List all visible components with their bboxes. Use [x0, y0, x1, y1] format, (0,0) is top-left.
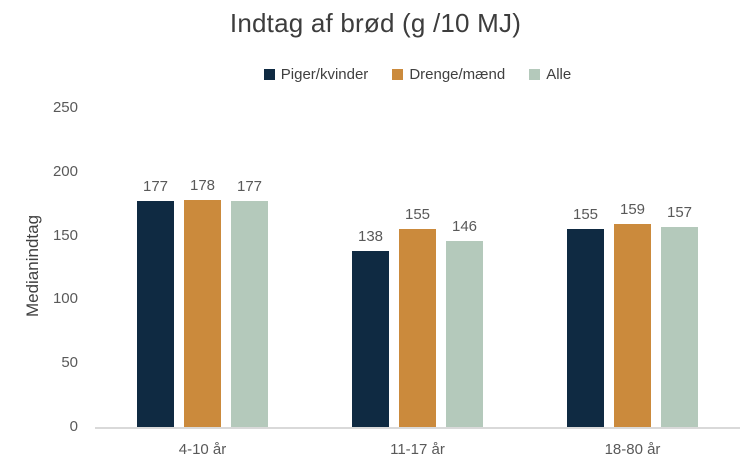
bar-drenge-m-nd	[184, 200, 221, 427]
bar-wrap: 138	[352, 229, 389, 427]
bar-wrap: 177	[137, 179, 174, 427]
bar-wrap: 155	[567, 207, 604, 427]
bar-value-label: 157	[666, 204, 693, 221]
legend: Piger/kvinder Drenge/mænd Alle	[95, 64, 740, 84]
bar-value-label: 155	[404, 206, 431, 223]
bar-group-2: 138 155 146	[352, 207, 483, 427]
legend-swatch-icon	[392, 68, 404, 80]
legend-label: Alle	[546, 65, 572, 83]
bar-alle	[446, 241, 483, 427]
chart-title: Indtag af brød (g /10 MJ)	[229, 8, 522, 38]
y-tick-150: 150	[52, 226, 78, 244]
x-label-1: 4-10 år	[178, 441, 227, 458]
x-label-2: 11-17 år	[390, 441, 445, 458]
bar-wrap: 146	[446, 219, 483, 427]
bar-wrap: 157	[661, 205, 698, 427]
bar-group-1: 177 178 177	[137, 178, 268, 427]
bar-drenge-m-nd	[399, 229, 436, 427]
bar-value-label: 177	[236, 178, 263, 195]
bar-piger-kvinder	[352, 251, 389, 427]
y-tick-250: 250	[52, 99, 78, 116]
bar-alle	[231, 201, 268, 427]
x-axis-labels: 4-10 år 11-17 år 18-80 år	[95, 441, 740, 458]
legend-swatch-icon	[529, 68, 541, 80]
bar-value-label: 146	[451, 218, 478, 235]
bar-wrap: 155	[399, 207, 436, 427]
bar-wrap: 159	[614, 202, 651, 427]
bar-wrap: 177	[231, 179, 268, 427]
y-tick-0: 0	[69, 418, 78, 435]
bar-value-label: 178	[189, 177, 216, 194]
legend-swatch-icon	[263, 68, 275, 80]
bar-piger-kvinder	[567, 229, 604, 427]
plot-area: 177 178 177 138 155 146 155 159 157	[95, 108, 740, 429]
bar-wrap: 178	[184, 178, 221, 427]
y-tick-200: 200	[52, 162, 78, 180]
legend-label: Piger/kvinder	[280, 65, 369, 83]
bar-value-label: 155	[572, 206, 599, 223]
legend-label: Drenge/mænd	[409, 65, 506, 83]
y-tick-50: 50	[61, 354, 78, 372]
x-label-3: 18-80 år	[604, 441, 661, 458]
bar-value-label: 159	[619, 201, 646, 218]
legend-item-piger-kvinder: Piger/kvinder	[263, 65, 369, 83]
y-tick-100: 100	[52, 290, 78, 308]
bar-piger-kvinder	[137, 201, 174, 427]
bar-alle	[661, 227, 698, 427]
legend-item-drenge-m-nd: Drenge/mænd	[392, 66, 505, 83]
bar-value-label: 138	[357, 228, 384, 245]
bar-value-label: 177	[142, 178, 169, 195]
bar-group-3: 155 159 157	[567, 202, 698, 427]
bar-drenge-m-nd	[614, 224, 651, 427]
y-axis-title: Medianindtag	[23, 214, 42, 318]
legend-item-alle: Alle	[529, 66, 571, 83]
